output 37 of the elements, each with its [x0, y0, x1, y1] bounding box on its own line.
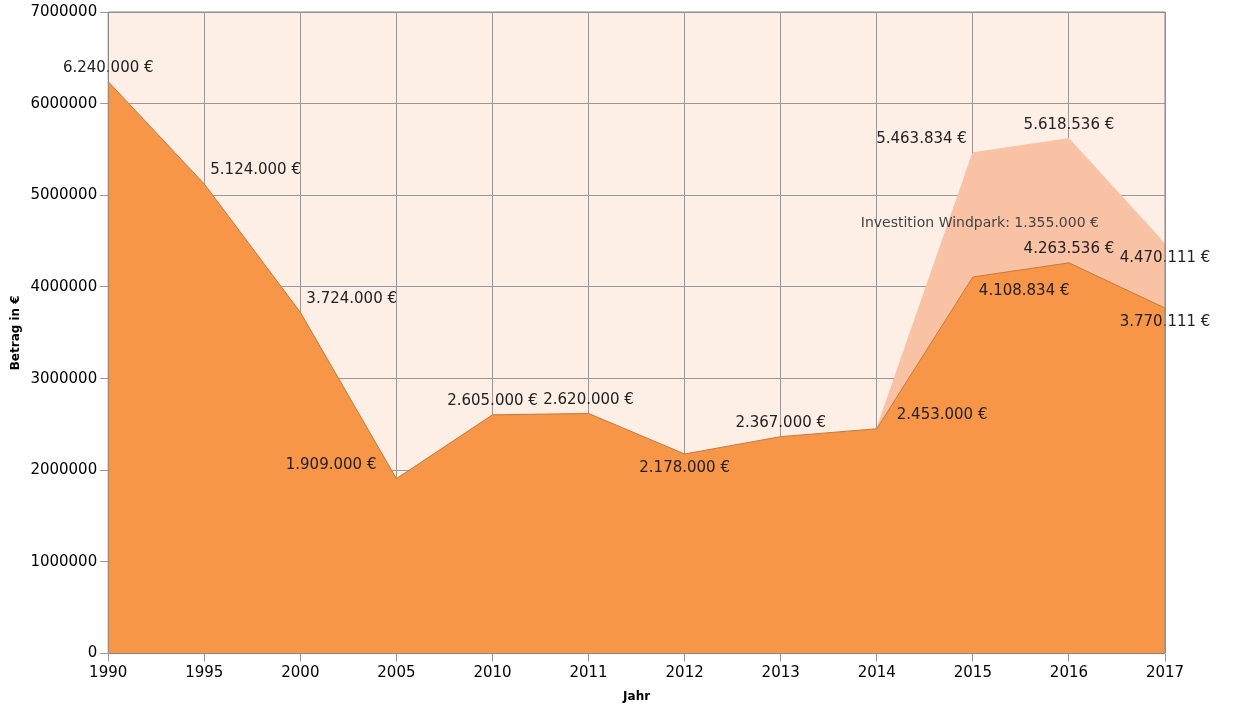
x-axis-title: Jahr	[622, 688, 651, 703]
data-label: 5.618.536 €	[1023, 115, 1115, 134]
x-tick-label: 2012	[665, 663, 704, 682]
x-tick-label: 2015	[953, 663, 992, 682]
data-label: 3.724.000 €	[306, 288, 398, 307]
data-label: 5.463.834 €	[876, 129, 967, 148]
data-label: 2.453.000 €	[896, 405, 988, 424]
x-tick-label: 2011	[569, 663, 608, 682]
x-tick-label: 2000	[281, 663, 320, 682]
y-tick-label: 2000000	[30, 460, 98, 479]
x-tick-label: 2013	[761, 663, 800, 682]
y-tick-label: 3000000	[30, 368, 98, 387]
x-tick-label: 2016	[1049, 663, 1089, 682]
data-label: 6.240.000 €	[62, 58, 154, 77]
x-tick-label: 1995	[185, 663, 224, 682]
x-tick-label: 2017	[1145, 663, 1185, 682]
y-tick-label: 4000000	[30, 276, 98, 295]
y-tick-label: 1000000	[30, 551, 98, 570]
data-label: 5.124.000 €	[210, 160, 301, 179]
y-axis-title: Betrag in €	[8, 295, 23, 371]
x-tick-label: 2014	[857, 663, 896, 682]
y-tick-label: 7000000	[30, 1, 98, 20]
y-tick-label: 5000000	[30, 185, 98, 204]
data-label: 4.108.834 €	[978, 281, 1070, 300]
data-label: 4.470.111 €	[1119, 248, 1211, 267]
data-label: 2.367.000 €	[735, 413, 827, 432]
y-tick-label: 0	[87, 643, 98, 662]
data-label: 2.620.000 €	[543, 389, 634, 408]
annotation: Investition Windpark: 1.355.000 €	[860, 214, 1099, 231]
x-tick-label: 1990	[89, 663, 128, 682]
x-tick-label: 2005	[377, 663, 416, 682]
data-label: 4.263.536 €	[1023, 239, 1115, 258]
data-label: 1.909.000 €	[285, 455, 377, 474]
y-tick-label: 6000000	[30, 93, 98, 112]
x-tick-label: 2010	[473, 663, 512, 682]
data-label: 2.605.000 €	[447, 391, 538, 410]
data-label: 2.178.000 €	[639, 458, 730, 477]
